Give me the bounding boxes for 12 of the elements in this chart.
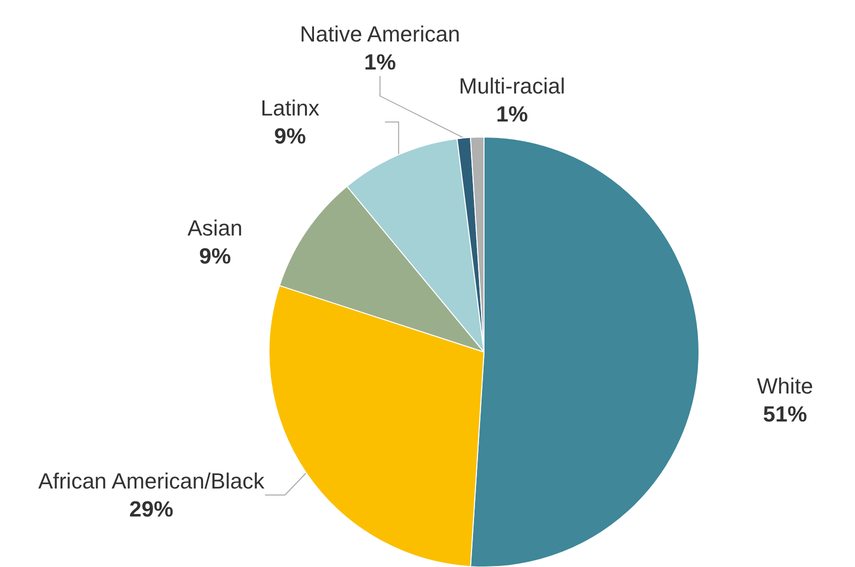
slice-label: Multi-racial xyxy=(458,74,566,98)
slice-label: White xyxy=(756,374,814,398)
data-label: 9% xyxy=(274,124,306,148)
data-label: 51% xyxy=(762,402,808,426)
slice-label: Latinx xyxy=(260,96,320,120)
data-label: 9% xyxy=(199,244,231,268)
slice-label: Asian xyxy=(187,216,243,240)
data-label: 1% xyxy=(496,102,528,126)
data-label: 1% xyxy=(364,50,396,74)
slice-label: African American/Black xyxy=(38,468,266,494)
slice-label: Native American xyxy=(300,22,460,46)
data-label: 29% xyxy=(129,496,174,522)
